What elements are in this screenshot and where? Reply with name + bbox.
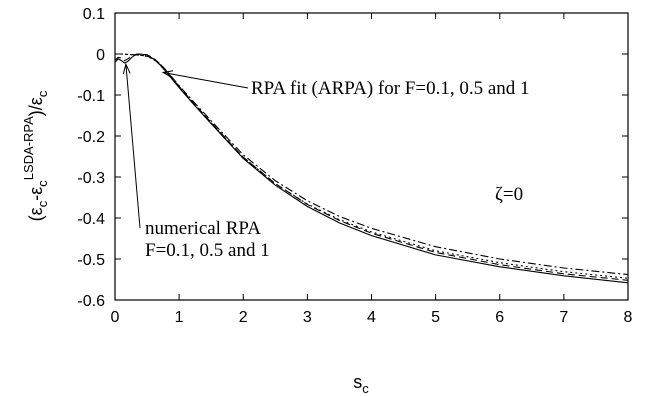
y-axis-title-sub1: c bbox=[35, 200, 50, 207]
x-tick-label: 7 bbox=[559, 309, 568, 326]
annotation-numerical-f-values: F=0.1, 0.5 and 1 bbox=[145, 240, 270, 261]
x-tick-label: 8 bbox=[624, 309, 633, 326]
x-tick-label: 5 bbox=[431, 309, 440, 326]
x-tick-label: 1 bbox=[175, 309, 184, 326]
y-tick-label: -0.2 bbox=[77, 129, 105, 146]
y-axis-title-open: (ε bbox=[26, 207, 46, 221]
x-axis-title: sc bbox=[353, 372, 369, 396]
annotation-arrows bbox=[122, 62, 249, 229]
x-tick-label: 0 bbox=[111, 309, 120, 326]
y-tick-label: -0.3 bbox=[77, 170, 105, 187]
x-axis-title-sub: c bbox=[362, 381, 369, 396]
y-tick-label: -0.4 bbox=[77, 211, 105, 228]
y-tick-label: 0 bbox=[96, 47, 105, 64]
annotation-rpa-fit: RPA fit (ARPA) for F=0.1, 0.5 and 1 bbox=[251, 78, 530, 99]
x-tick-label: 4 bbox=[367, 309, 376, 326]
x-tick-label: 3 bbox=[303, 309, 312, 326]
y-tick-label: -0.1 bbox=[77, 88, 105, 105]
y-axis-title-close: )/ε bbox=[26, 97, 46, 116]
x-axis-ticks: 0 1 2 3 4 5 6 7 8 bbox=[111, 13, 633, 326]
x-tick-label: 6 bbox=[495, 309, 504, 326]
series-layer bbox=[114, 53, 629, 284]
numerical-rpa-arrow bbox=[122, 62, 141, 229]
x-tick-label: 2 bbox=[239, 309, 248, 326]
y-axis-title-dash: -ε bbox=[26, 187, 46, 201]
y-axis-title: (εc-εcLSDA-RPA)/εc bbox=[21, 90, 50, 221]
annotation-numerical-rpa: numerical RPA bbox=[145, 218, 261, 239]
y-axis-title-sub2: c bbox=[35, 180, 50, 187]
y-axis-title-sub3: c bbox=[35, 90, 50, 97]
annotation-zeta: ζ=0 bbox=[495, 184, 523, 205]
y-axis-title-sup: LSDA-RPA bbox=[21, 116, 36, 180]
y-tick-label: -0.5 bbox=[77, 252, 105, 269]
rpa-fit-arrow bbox=[161, 70, 249, 89]
y-tick-label: 0.1 bbox=[83, 6, 105, 23]
y-tick-label: -0.6 bbox=[77, 293, 105, 310]
y-axis-ticks: 0.1 0 -0.1 -0.2 -0.3 -0.4 -0.5 -0.6 bbox=[77, 6, 628, 310]
series-line-dash-dot bbox=[115, 53, 629, 276]
x-axis-title-main: s bbox=[353, 372, 362, 392]
